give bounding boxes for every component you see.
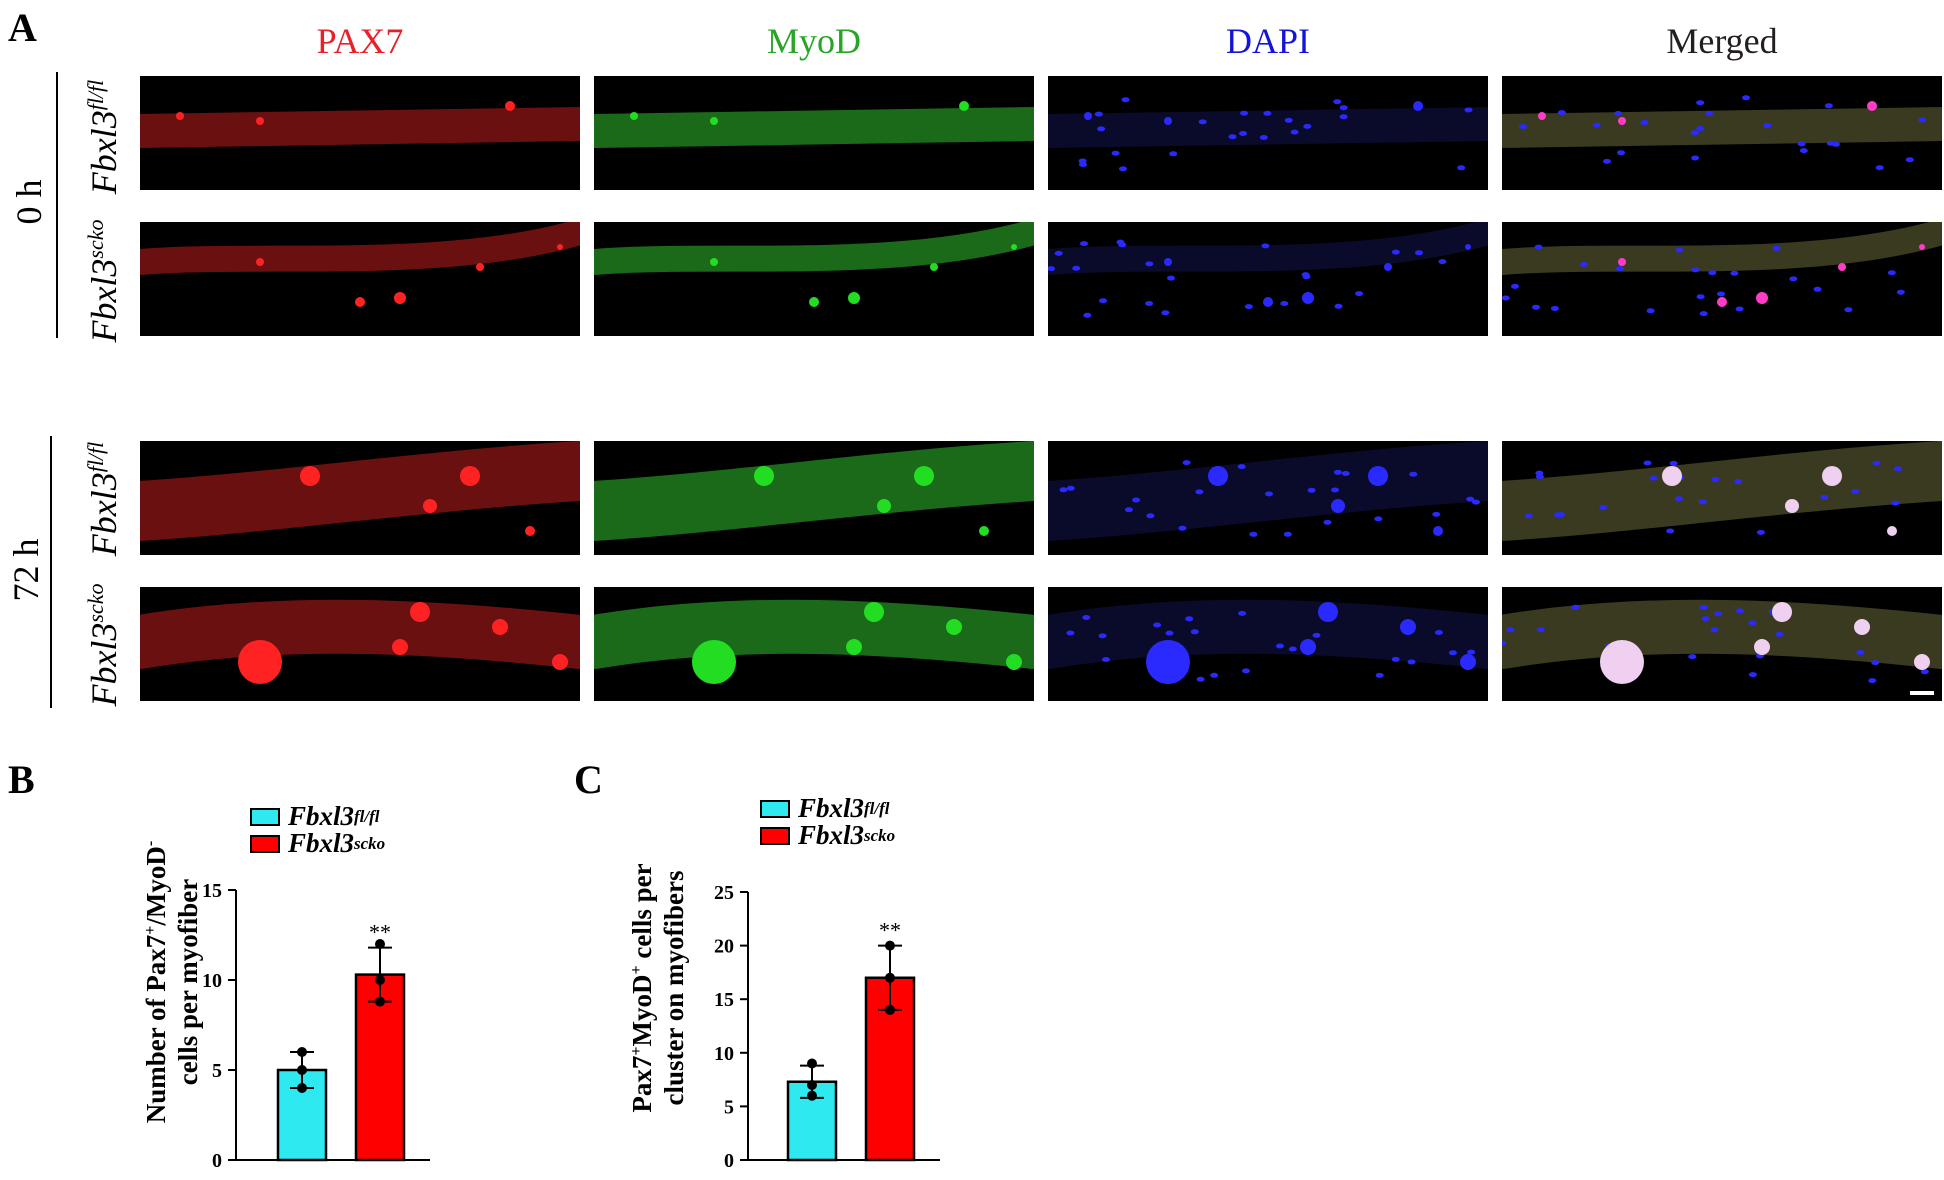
group-bracket-0h xyxy=(56,72,58,338)
micrograph-tile xyxy=(1502,222,1942,336)
legend-item-flox-b: Fbxl3 fl/fl xyxy=(250,801,380,832)
significance-label: ** xyxy=(369,920,391,945)
legend-swatch-red xyxy=(760,826,790,845)
micrograph-tile xyxy=(594,222,1034,336)
micrograph-tile xyxy=(1502,441,1942,555)
column-header-merged: Merged xyxy=(1666,21,1778,61)
group-bracket-72h xyxy=(50,436,52,708)
bar xyxy=(786,1080,838,1162)
micrograph-tile xyxy=(594,441,1034,555)
y-tick-label: 5 xyxy=(212,1060,222,1082)
legend-item-scko-c: Fbxl3 scko xyxy=(760,820,895,851)
y-tick-label: 10 xyxy=(202,970,222,992)
y-tick-label: 15 xyxy=(202,880,222,902)
micrograph-tile xyxy=(140,441,580,555)
micrograph-tile xyxy=(594,76,1034,190)
row-label-72h-scko: Fbxl3scko xyxy=(83,583,124,707)
significance-label: ** xyxy=(879,918,901,943)
data-point xyxy=(375,939,385,949)
micrograph-tile xyxy=(140,76,580,190)
y-tick-label: 0 xyxy=(212,1150,222,1172)
data-point xyxy=(375,975,385,985)
data-point xyxy=(297,1065,307,1075)
legend-swatch-red xyxy=(250,834,280,853)
data-point xyxy=(885,972,895,983)
legend-swatch-cyan xyxy=(250,807,280,826)
y-tick-label: 10 xyxy=(714,1043,734,1065)
legend-swatch-cyan xyxy=(760,799,790,818)
data-point xyxy=(375,996,385,1007)
micrograph-tile xyxy=(140,222,580,336)
chart-b-y-axis-label: Number of Pax7+/MyoD- cells per myofiber xyxy=(141,840,203,1124)
micrograph-tile xyxy=(1048,441,1488,555)
column-header-myod: MyoD xyxy=(766,21,861,61)
bar xyxy=(864,976,916,1162)
micrograph-tile xyxy=(1048,76,1488,190)
y-tick-label: 25 xyxy=(714,882,734,904)
data-point xyxy=(807,1079,817,1090)
panel-label-b: B xyxy=(8,757,35,802)
legend-item-scko-b: Fbxl3 scko xyxy=(250,828,385,859)
column-header-pax7: PAX7 xyxy=(316,21,404,61)
row-label-0h-scko: Fbxl3scko xyxy=(83,219,124,343)
panel-label-a: A xyxy=(8,5,37,50)
bar xyxy=(276,1068,328,1162)
data-point xyxy=(885,1004,895,1015)
data-point xyxy=(807,1090,817,1101)
column-header-dapi: DAPI xyxy=(1225,21,1310,61)
micrograph-tile xyxy=(1048,222,1488,336)
y-tick-label: 15 xyxy=(714,989,734,1011)
data-point xyxy=(297,1083,307,1093)
micrograph-tile xyxy=(1502,587,1942,701)
data-point xyxy=(807,1058,817,1069)
data-point xyxy=(297,1047,307,1057)
y-tick-label: 20 xyxy=(714,936,734,958)
micrograph-tile xyxy=(140,587,580,701)
y-tick-label: 5 xyxy=(724,1096,734,1118)
y-tick-label: 0 xyxy=(724,1150,734,1172)
chart-c-y-axis-label: Pax7+MyoD+ cells per cluster on myofiber… xyxy=(627,863,689,1113)
panel-label-c: C xyxy=(574,757,603,802)
micrograph-tile xyxy=(1048,587,1488,701)
micrograph-tile xyxy=(1502,76,1942,190)
time-label-72h: 72 h xyxy=(6,538,46,602)
time-label-0h: 0 h xyxy=(9,179,49,225)
data-point xyxy=(885,940,895,951)
bar xyxy=(354,973,406,1162)
legend-item-flox-c: Fbxl3 fl/fl xyxy=(760,793,890,824)
micrograph-tile xyxy=(594,587,1034,701)
